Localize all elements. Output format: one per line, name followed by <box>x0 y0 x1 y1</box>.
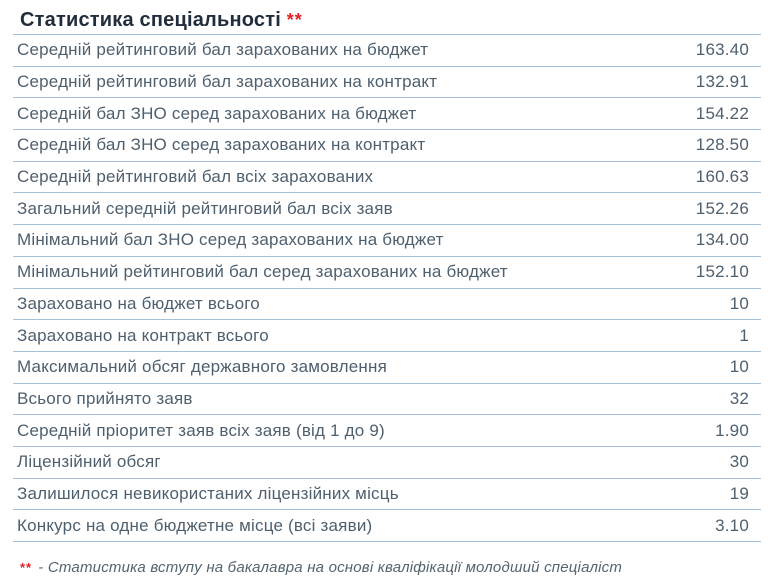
stat-label: Максимальний обсяг державного замовлення <box>17 357 388 377</box>
stat-label: Залишилося невикористаних ліцензійних мі… <box>17 483 399 503</box>
page-title-text: Статистика спеціальності <box>20 9 281 31</box>
stat-label: Середній пріоритет заяв всіх заяв (від 1… <box>17 420 385 440</box>
stat-value: 152.10 <box>695 262 749 282</box>
table-row: Залишилося невикористаних ліцензійних мі… <box>13 479 761 511</box>
stat-label: Загальний середній рейтинговий бал всіх … <box>17 198 393 218</box>
table-row: Середній рейтинговий бал всіх зараховани… <box>13 162 761 194</box>
title-footnote-marker: ** <box>286 10 303 30</box>
stat-label: Середній бал ЗНО серед зарахованих на ко… <box>17 135 426 155</box>
stat-label: Мінімальний рейтинговий бал серед зарахо… <box>17 262 508 282</box>
stat-label: Середній бал ЗНО серед зарахованих на бю… <box>17 103 417 123</box>
stat-value: 132.91 <box>695 72 749 92</box>
stat-value: 134.00 <box>695 230 749 250</box>
stat-label: Зараховано на бюджет всього <box>17 293 260 313</box>
stat-label: Ліцензійний обсяг <box>17 452 161 472</box>
stat-value: 1.90 <box>715 420 749 440</box>
footnote-marker: ** <box>20 560 33 575</box>
stats-panel: Статистика спеціальності ** Середній рей… <box>13 7 761 576</box>
stat-value: 1 <box>739 325 749 345</box>
stat-value: 154.22 <box>695 103 749 123</box>
table-row: Середній рейтинговий бал зарахованих на … <box>13 67 761 99</box>
stat-label: Середній рейтинговий бал зарахованих на … <box>17 40 429 60</box>
table-row: Максимальний обсяг державного замовлення… <box>13 352 761 384</box>
table-row: Середній рейтинговий бал зарахованих на … <box>13 35 761 67</box>
stat-value: 19 <box>729 483 749 503</box>
stat-label: Середній рейтинговий бал всіх зараховани… <box>17 167 374 187</box>
footnote: ** - Статистика вступу на бакалавра на о… <box>20 559 761 576</box>
table-row: Зараховано на бюджет всього 10 <box>13 289 761 321</box>
stat-label: Зараховано на контракт всього <box>17 325 269 345</box>
stat-value: 30 <box>729 452 749 472</box>
table-row: Мінімальний бал ЗНО серед зарахованих на… <box>13 225 761 257</box>
table-row: Середній бал ЗНО серед зарахованих на ко… <box>13 130 761 162</box>
stat-label: Середній рейтинговий бал зарахованих на … <box>17 72 438 92</box>
footnote-text: - Статистика вступу на бакалавра на осно… <box>38 559 623 576</box>
stat-value: 152.26 <box>695 198 749 218</box>
stat-value: 32 <box>729 388 749 408</box>
table-row: Ліцензійний обсяг 30 <box>13 447 761 479</box>
table-row: Середній пріоритет заяв всіх заяв (від 1… <box>13 415 761 447</box>
stat-label: Конкурс на одне бюджетне місце (всі заяв… <box>17 515 373 535</box>
stat-value: 163.40 <box>695 40 749 60</box>
table-row: Зараховано на контракт всього 1 <box>13 320 761 352</box>
stat-label: Мінімальний бал ЗНО серед зарахованих на… <box>17 230 444 250</box>
table-row: Середній бал ЗНО серед зарахованих на бю… <box>13 98 761 131</box>
page-title: Статистика спеціальності ** <box>20 7 761 33</box>
stats-table: Середній рейтинговий бал зарахованих на … <box>13 34 761 542</box>
stat-value: 160.63 <box>695 167 749 187</box>
stat-value: 10 <box>729 293 749 313</box>
table-row: Мінімальний рейтинговий бал серед зарахо… <box>13 257 761 289</box>
stat-value: 3.10 <box>715 515 749 535</box>
stat-value: 10 <box>729 357 749 377</box>
table-row: Всього прийнято заяв 32 <box>13 384 761 416</box>
table-row: Конкурс на одне бюджетне місце (всі заяв… <box>13 510 761 542</box>
table-row: Загальний середній рейтинговий бал всіх … <box>13 193 761 226</box>
stat-value: 128.50 <box>695 135 749 155</box>
stat-label: Всього прийнято заяв <box>17 388 193 408</box>
